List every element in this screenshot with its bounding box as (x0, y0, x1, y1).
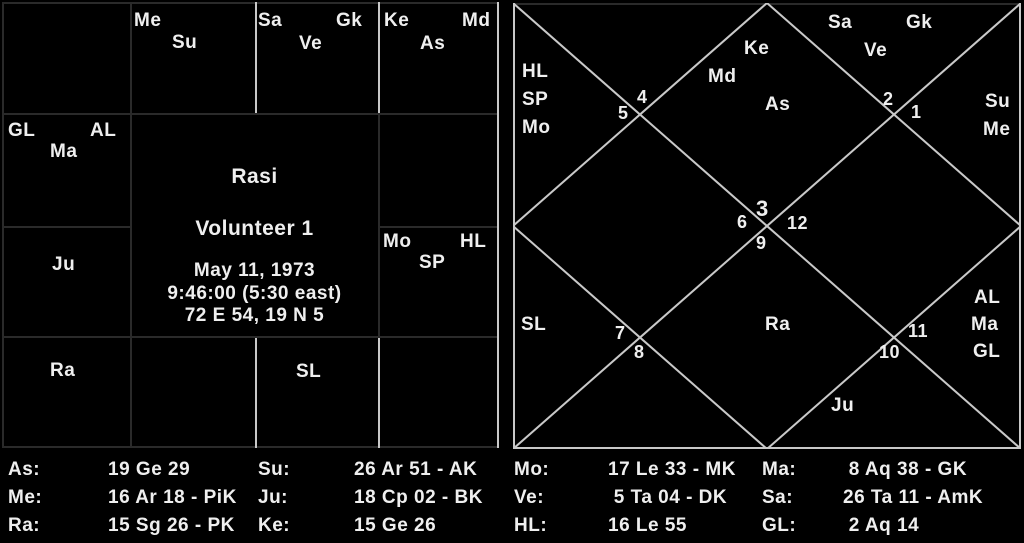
birth-date: May 11, 1973 (193, 260, 316, 281)
south-grid-v3-bottom (378, 336, 380, 448)
birth-time: 9:46:00 (5:30 east) (167, 283, 342, 304)
position-value-sa: 26 Ta 11 - AmK (843, 487, 984, 508)
south-ascendant: As (420, 33, 446, 54)
south-grid-v1 (130, 2, 132, 448)
north-chart-lines (513, 3, 1021, 449)
south-planet-ke: Ke (384, 10, 410, 31)
north-point-hl: HL (522, 61, 549, 82)
south-grid-v3-top (378, 2, 380, 114)
position-label-ve: Ve: (514, 487, 545, 508)
north-inner-rhombus (513, 3, 1021, 449)
position-value-me: 16 Ar 18 - PiK (108, 487, 237, 508)
south-point-sp: SP (419, 252, 446, 273)
south-point-al: AL (90, 120, 117, 141)
south-grid-h2-left (2, 226, 130, 228)
north-sign-number-6: 6 (737, 212, 748, 232)
north-sign-number-11: 11 (908, 321, 929, 341)
south-border-right (497, 2, 499, 448)
position-value-gl: 2 Aq 14 (843, 515, 920, 536)
north-planet-me: Me (983, 119, 1011, 140)
south-border-top (2, 2, 497, 4)
south-grid-v2-bottom (255, 336, 257, 448)
position-value-ma: 8 Aq 38 - GK (843, 459, 968, 480)
north-point-md: Md (708, 66, 737, 87)
north-sign-number-1: 1 (911, 102, 922, 122)
north-sign-number-9: 9 (756, 233, 767, 253)
south-planet-ma: Ma (50, 141, 78, 162)
north-sign-number-4: 4 (637, 87, 648, 107)
position-label-ke: Ke: (258, 515, 291, 536)
south-point-gl: GL (8, 120, 36, 141)
south-border-bottom (2, 446, 499, 448)
north-sign-number-12: 12 (787, 213, 809, 233)
north-point-gk: Gk (906, 12, 933, 33)
north-diagonal-tr-bl (513, 3, 1021, 449)
south-planet-me: Me (134, 10, 162, 31)
north-sign-number-10: 10 (879, 342, 901, 362)
position-label-su: Su: (258, 459, 291, 480)
north-point-gl: GL (973, 341, 1001, 362)
south-planet-sa: Sa (258, 10, 283, 31)
south-grid-h1 (2, 113, 497, 115)
south-planet-su: Su (172, 32, 198, 53)
south-grid-h3 (2, 336, 497, 338)
position-label-hl: HL: (514, 515, 548, 536)
position-label-mo: Mo: (514, 459, 550, 480)
north-point-al: AL (974, 287, 1001, 308)
position-value-ve: 5 Ta 04 - DK (608, 487, 728, 508)
north-planet-su: Su (985, 91, 1011, 112)
position-value-ra: 15 Sg 26 - PK (108, 515, 235, 536)
position-value-ju: 18 Cp 02 - BK (354, 487, 483, 508)
north-sign-number-2: 2 (883, 89, 894, 109)
south-planet-mo: Mo (383, 231, 412, 252)
position-label-sa: Sa: (762, 487, 794, 508)
chart-style-title: Rasi (231, 165, 278, 188)
north-planet-ve: Ve (864, 40, 888, 61)
position-value-ke: 15 Ge 26 (354, 515, 437, 536)
north-planet-ra: Ra (765, 314, 791, 335)
birth-coordinates: 72 E 54, 19 N 5 (184, 305, 325, 326)
south-point-gk: Gk (336, 10, 363, 31)
position-label-ju: Ju: (258, 487, 288, 508)
north-planet-ju: Ju (831, 395, 855, 416)
south-border-left (2, 2, 4, 448)
position-value-su: 26 Ar 51 - AK (354, 459, 478, 480)
south-grid-v3-middle (378, 114, 380, 336)
position-value-hl: 16 Le 55 (608, 515, 687, 536)
position-label-me: Me: (8, 487, 43, 508)
north-planet-mo: Mo (522, 117, 551, 138)
north-sign-number-5: 5 (618, 103, 629, 123)
position-label-as: As: (8, 459, 41, 480)
position-value-as: 19 Ge 29 (108, 459, 191, 480)
south-grid-v2-top (255, 2, 257, 114)
south-point-hl: HL (460, 231, 487, 252)
north-planet-ma: Ma (971, 314, 999, 335)
south-planet-ve: Ve (299, 33, 323, 54)
north-ascendant: As (765, 94, 791, 115)
north-point-sp: SP (522, 89, 549, 110)
north-point-sl: SL (521, 314, 547, 335)
position-label-ra: Ra: (8, 515, 41, 536)
south-planet-ra: Ra (50, 360, 76, 381)
south-point-md: Md (462, 10, 491, 31)
native-name: Volunteer 1 (195, 217, 314, 240)
south-grid-h2-right (378, 226, 497, 228)
position-label-gl: GL: (762, 515, 797, 536)
north-sign-number-8: 8 (634, 342, 645, 362)
north-planet-sa: Sa (828, 12, 853, 33)
north-sign-number-7: 7 (615, 323, 626, 343)
south-point-sl: SL (296, 361, 322, 382)
north-planet-ke: Ke (744, 38, 770, 59)
north-sign-number-3: 3 (756, 196, 769, 221)
south-planet-ju: Ju (52, 254, 76, 275)
position-value-mo: 17 Le 33 - MK (608, 459, 736, 480)
position-label-ma: Ma: (762, 459, 797, 480)
